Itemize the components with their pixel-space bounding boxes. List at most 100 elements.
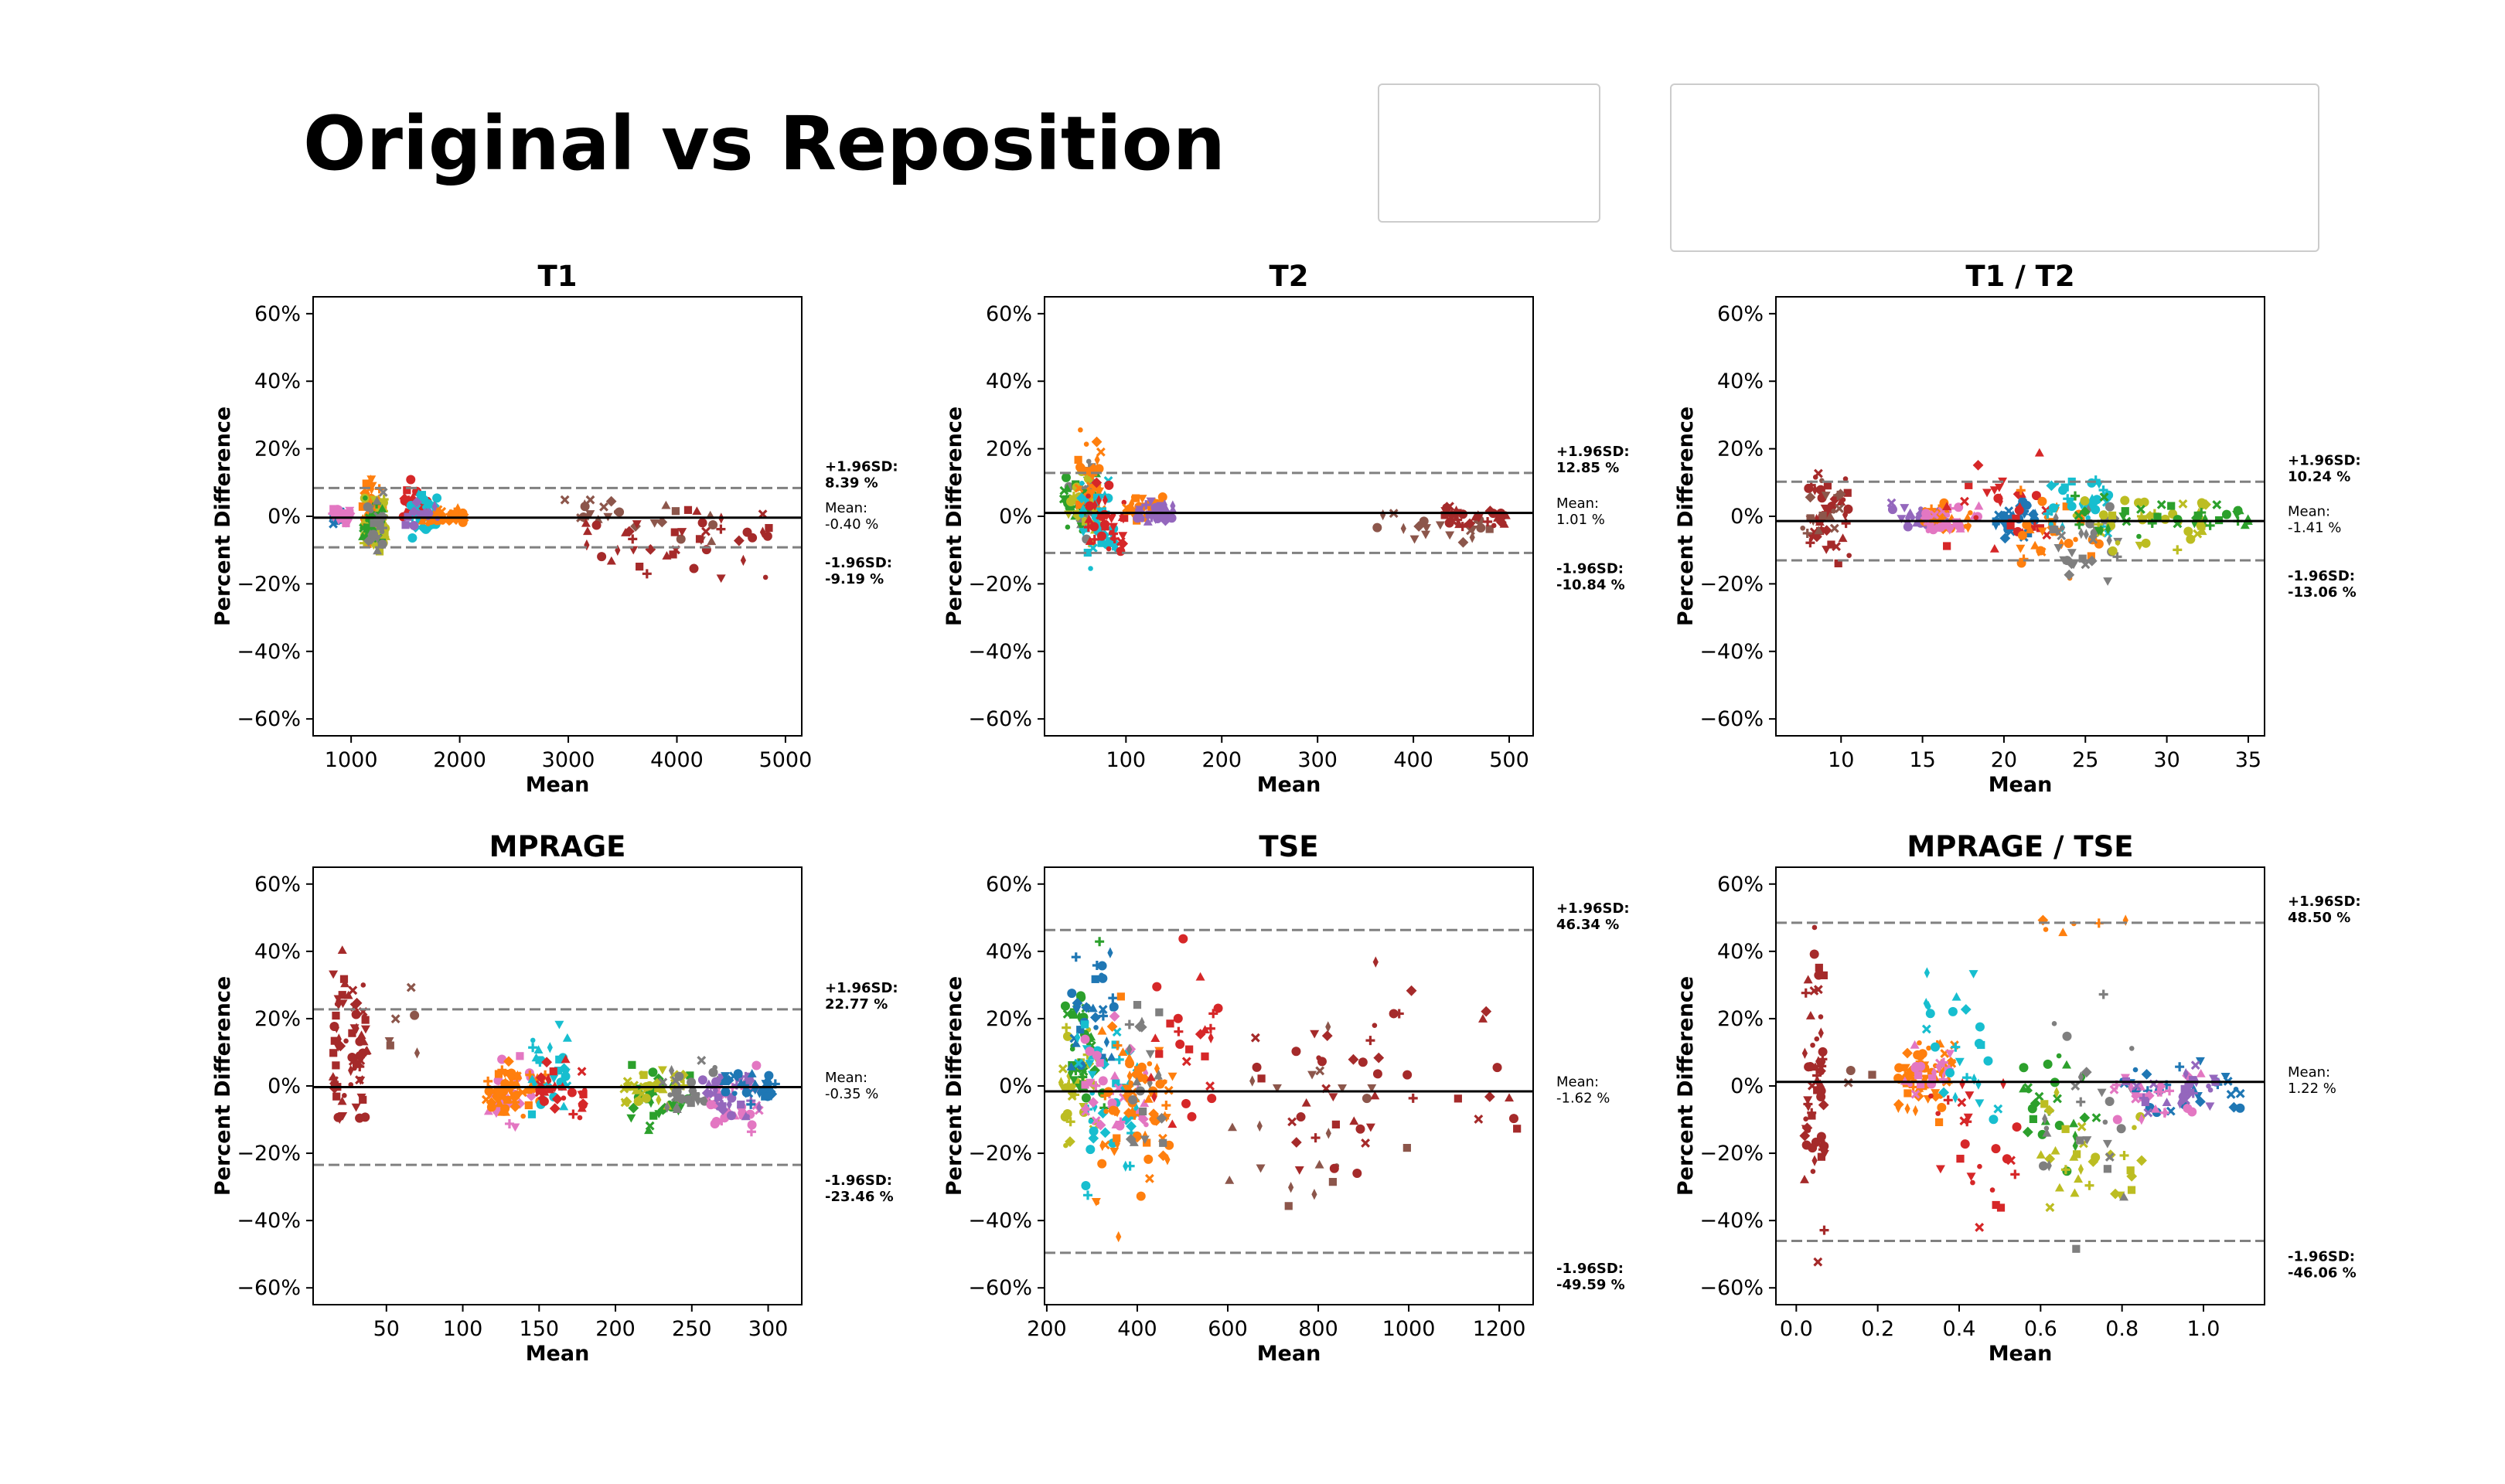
data-point — [1920, 1074, 1931, 1084]
data-point — [1993, 493, 2003, 503]
data-point — [1185, 1045, 1194, 1053]
data-point — [1818, 1014, 1824, 1019]
data-point — [2139, 1114, 2145, 1125]
data-point — [1088, 1097, 1099, 1108]
data-point — [697, 1075, 707, 1085]
data-point — [740, 554, 746, 567]
data-point — [437, 506, 447, 516]
data-point — [1823, 482, 1832, 490]
data-point — [1256, 1164, 1266, 1173]
data-point — [1174, 1026, 1184, 1036]
data-point — [1137, 1113, 1149, 1125]
x-tick-label: 30 — [2153, 748, 2180, 772]
data-point — [1116, 1230, 1122, 1243]
y-tick-label: −40% — [237, 640, 301, 664]
data-point — [2037, 527, 2047, 536]
data-point — [2081, 1067, 2092, 1078]
data-point — [692, 506, 702, 516]
data-point — [1419, 516, 1429, 526]
data-point — [1287, 1117, 1297, 1127]
data-point — [1213, 1003, 1223, 1013]
data-point — [669, 550, 677, 559]
data-point — [2045, 1203, 2055, 1213]
data-point — [1227, 1122, 1237, 1132]
data-point — [1170, 500, 1176, 512]
data-point — [1181, 1057, 1191, 1067]
data-point — [1370, 1091, 1380, 1100]
data-point — [1108, 529, 1118, 539]
data-point — [2136, 511, 2146, 521]
data-point — [338, 991, 346, 999]
data-point — [1141, 500, 1151, 510]
data-point — [1315, 1066, 1325, 1076]
data-point — [1485, 525, 1494, 533]
data-point — [756, 1087, 762, 1098]
data-point — [1805, 1011, 1815, 1019]
data-point — [539, 1096, 549, 1106]
data-point — [1960, 1139, 1970, 1149]
data-point — [1178, 934, 1188, 944]
data-point — [639, 1070, 648, 1079]
data-point — [373, 546, 383, 555]
data-point — [1107, 947, 1113, 958]
data-point — [1181, 1098, 1191, 1108]
data-point — [670, 528, 679, 536]
lower-sd-value: -10.84 % — [1556, 577, 1625, 593]
lower-sd-label: -1.96SD: — [2288, 1248, 2355, 1264]
data-point — [1942, 502, 1952, 511]
data-point — [2220, 1072, 2231, 1081]
data-point — [1075, 1032, 1081, 1043]
data-point — [2151, 1104, 2161, 1113]
data-point — [486, 1097, 497, 1108]
data-point — [1372, 522, 1382, 533]
data-point — [2097, 1088, 2107, 1098]
data-point — [1809, 949, 1819, 959]
data-point — [1968, 510, 1973, 516]
data-point — [500, 1077, 510, 1086]
data-point — [2050, 1145, 2060, 1155]
data-point — [2002, 1154, 2012, 1164]
data-point — [648, 1067, 658, 1077]
data-point — [661, 500, 671, 509]
data-point — [506, 1068, 516, 1078]
data-point — [2136, 533, 2142, 539]
data-point — [1086, 1145, 1096, 1155]
data-point — [2207, 1087, 2214, 1093]
y-tick-label: 0% — [268, 1074, 301, 1098]
data-point — [370, 519, 378, 527]
data-point — [662, 551, 672, 560]
data-point — [706, 1100, 716, 1110]
data-point — [648, 1096, 654, 1108]
y-tick-label: 40% — [1717, 369, 1764, 393]
data-point — [2080, 495, 2090, 505]
x-tick-label: 200 — [595, 1317, 636, 1341]
data-point — [431, 501, 438, 512]
data-point — [401, 521, 410, 529]
data-point — [1151, 1091, 1157, 1103]
data-point — [2088, 493, 2098, 502]
data-point — [1095, 937, 1105, 947]
data-point — [648, 547, 654, 553]
data-point — [1836, 497, 1846, 506]
data-point — [585, 495, 595, 505]
y-axis-label: Percent Difference — [211, 976, 235, 1196]
data-point — [1094, 464, 1104, 474]
y-tick-label: −40% — [1699, 1209, 1764, 1233]
data-point — [1457, 536, 1469, 548]
data-point — [559, 1101, 569, 1111]
data-point — [1819, 1225, 1829, 1235]
data-point — [1117, 538, 1129, 550]
data-point — [1805, 1062, 1815, 1072]
data-point — [683, 1094, 694, 1104]
data-point — [697, 1056, 707, 1065]
data-point — [1294, 1166, 1304, 1175]
data-point — [2183, 1103, 2193, 1113]
data-point — [711, 1117, 721, 1127]
data-point — [1930, 1042, 1940, 1052]
data-point — [1225, 1175, 1235, 1184]
data-point — [2194, 1096, 2206, 1108]
data-point — [1098, 1005, 1108, 1015]
data-point — [2116, 1124, 2126, 1134]
data-point — [1454, 1094, 1462, 1103]
data-point — [342, 1092, 347, 1098]
